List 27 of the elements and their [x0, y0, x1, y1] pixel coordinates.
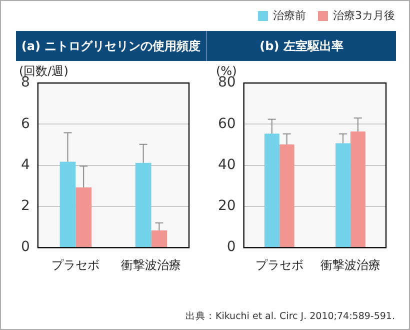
x-tick-label: プラセボ — [52, 258, 100, 272]
bar — [135, 162, 152, 248]
y-tick-label: 6 — [20, 116, 30, 132]
bar — [76, 187, 92, 248]
y-tick-label: 0 — [226, 239, 236, 256]
y-tick-label: 40 — [218, 156, 236, 173]
chart-title: (b) 左室駆出率 — [206, 31, 396, 61]
bar — [350, 132, 366, 248]
x-tick-label: プラセボ — [255, 258, 304, 272]
bar — [336, 143, 350, 248]
bar — [264, 134, 280, 248]
y-tick-label: 0 — [20, 239, 30, 256]
bar — [279, 144, 294, 248]
y-tick-label: 60 — [218, 116, 236, 132]
y-tick-label: 20 — [218, 198, 236, 214]
y-tick-label: 4 — [20, 156, 30, 173]
y-axis-title: (%) — [216, 64, 237, 78]
y-tick-label: 8 — [20, 74, 30, 91]
x-tick-label: 衝撃波治療 — [121, 258, 182, 272]
bar — [60, 162, 76, 248]
chart-title: (a) ニトログリセリンの使用頻度 — [16, 31, 206, 61]
x-tick-label: 衝撃波治療 — [320, 258, 380, 272]
y-tick-label: 2 — [20, 198, 30, 214]
bar — [151, 230, 168, 248]
legend-label: 治療3カ月後 — [332, 8, 395, 23]
source-note: 出典：Kikuchi et al. Circ J. 2010;74:589-591. — [185, 310, 395, 323]
legend-label: 治療前 — [272, 8, 306, 23]
